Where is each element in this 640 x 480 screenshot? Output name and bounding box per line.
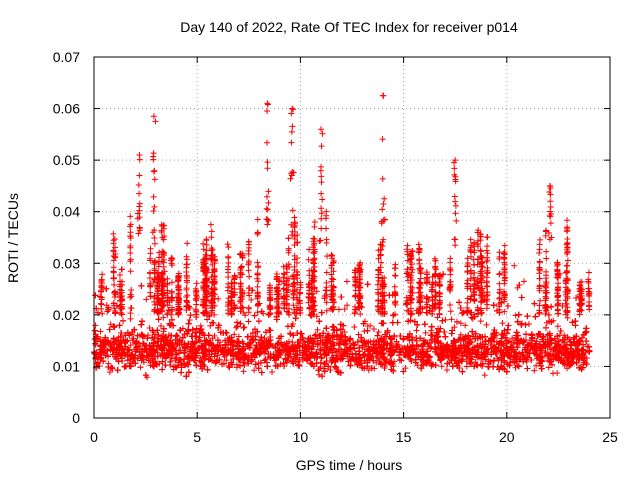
data-point (335, 306, 342, 313)
data-point (286, 330, 293, 337)
data-point (525, 320, 532, 327)
data-point (367, 322, 374, 329)
data-point (531, 367, 538, 374)
data-point (344, 302, 351, 309)
data-points (91, 92, 593, 381)
data-point (512, 312, 519, 319)
data-point (233, 361, 240, 368)
data-point (477, 318, 484, 325)
data-point (314, 326, 321, 333)
data-point (355, 331, 362, 338)
data-point (554, 369, 561, 376)
data-point (494, 355, 501, 362)
data-point (402, 365, 409, 372)
data-point (521, 346, 528, 353)
data-point (204, 316, 211, 323)
data-point (347, 362, 354, 369)
data-point (472, 359, 479, 366)
data-point (160, 314, 167, 321)
data-point (462, 322, 469, 329)
data-point (564, 314, 571, 321)
data-point (511, 262, 518, 269)
data-point (251, 367, 258, 374)
data-point (518, 320, 525, 327)
data-point (207, 322, 214, 329)
data-point (451, 324, 458, 331)
data-point (231, 331, 238, 338)
data-point (442, 316, 449, 323)
data-point (457, 320, 464, 327)
data-point (137, 364, 144, 371)
data-point (554, 323, 561, 330)
data-point (211, 332, 218, 339)
data-point (192, 339, 199, 346)
data-point (520, 278, 527, 285)
data-point (145, 332, 152, 339)
data-point (391, 332, 398, 339)
data-point (545, 364, 552, 371)
data-point (193, 325, 200, 332)
data-point (173, 341, 180, 348)
data-point (481, 372, 488, 379)
data-point (514, 362, 521, 369)
data-point (106, 369, 113, 376)
data-point (233, 324, 240, 331)
data-point (235, 333, 242, 340)
data-point (351, 324, 358, 331)
data-point (499, 320, 506, 327)
data-point (438, 363, 445, 370)
data-point (300, 338, 307, 345)
data-point (443, 366, 450, 373)
data-point (240, 368, 247, 375)
data-point (425, 343, 432, 350)
data-point (143, 296, 150, 303)
data-point (287, 331, 294, 338)
data-point (539, 353, 546, 360)
data-point (240, 309, 247, 316)
data-point (209, 319, 216, 326)
data-point (457, 331, 464, 338)
data-point (524, 313, 531, 320)
data-point (289, 339, 296, 346)
data-point (241, 324, 248, 331)
data-point (341, 306, 348, 313)
data-point (463, 363, 470, 370)
data-point (186, 317, 193, 324)
data-point (434, 314, 441, 321)
data-point (406, 337, 413, 344)
data-point (92, 322, 99, 329)
data-point (477, 340, 484, 347)
data-point (127, 315, 134, 322)
data-point (313, 313, 320, 320)
data-point (332, 347, 339, 354)
data-point (248, 296, 255, 303)
data-point (315, 371, 322, 378)
data-point (375, 329, 382, 336)
data-point (422, 329, 429, 336)
grid-lines (94, 57, 610, 418)
data-point (343, 278, 350, 285)
data-point (127, 342, 134, 349)
data-point (97, 328, 104, 335)
data-point (483, 321, 490, 328)
data-point (448, 316, 455, 323)
data-point (312, 331, 319, 338)
